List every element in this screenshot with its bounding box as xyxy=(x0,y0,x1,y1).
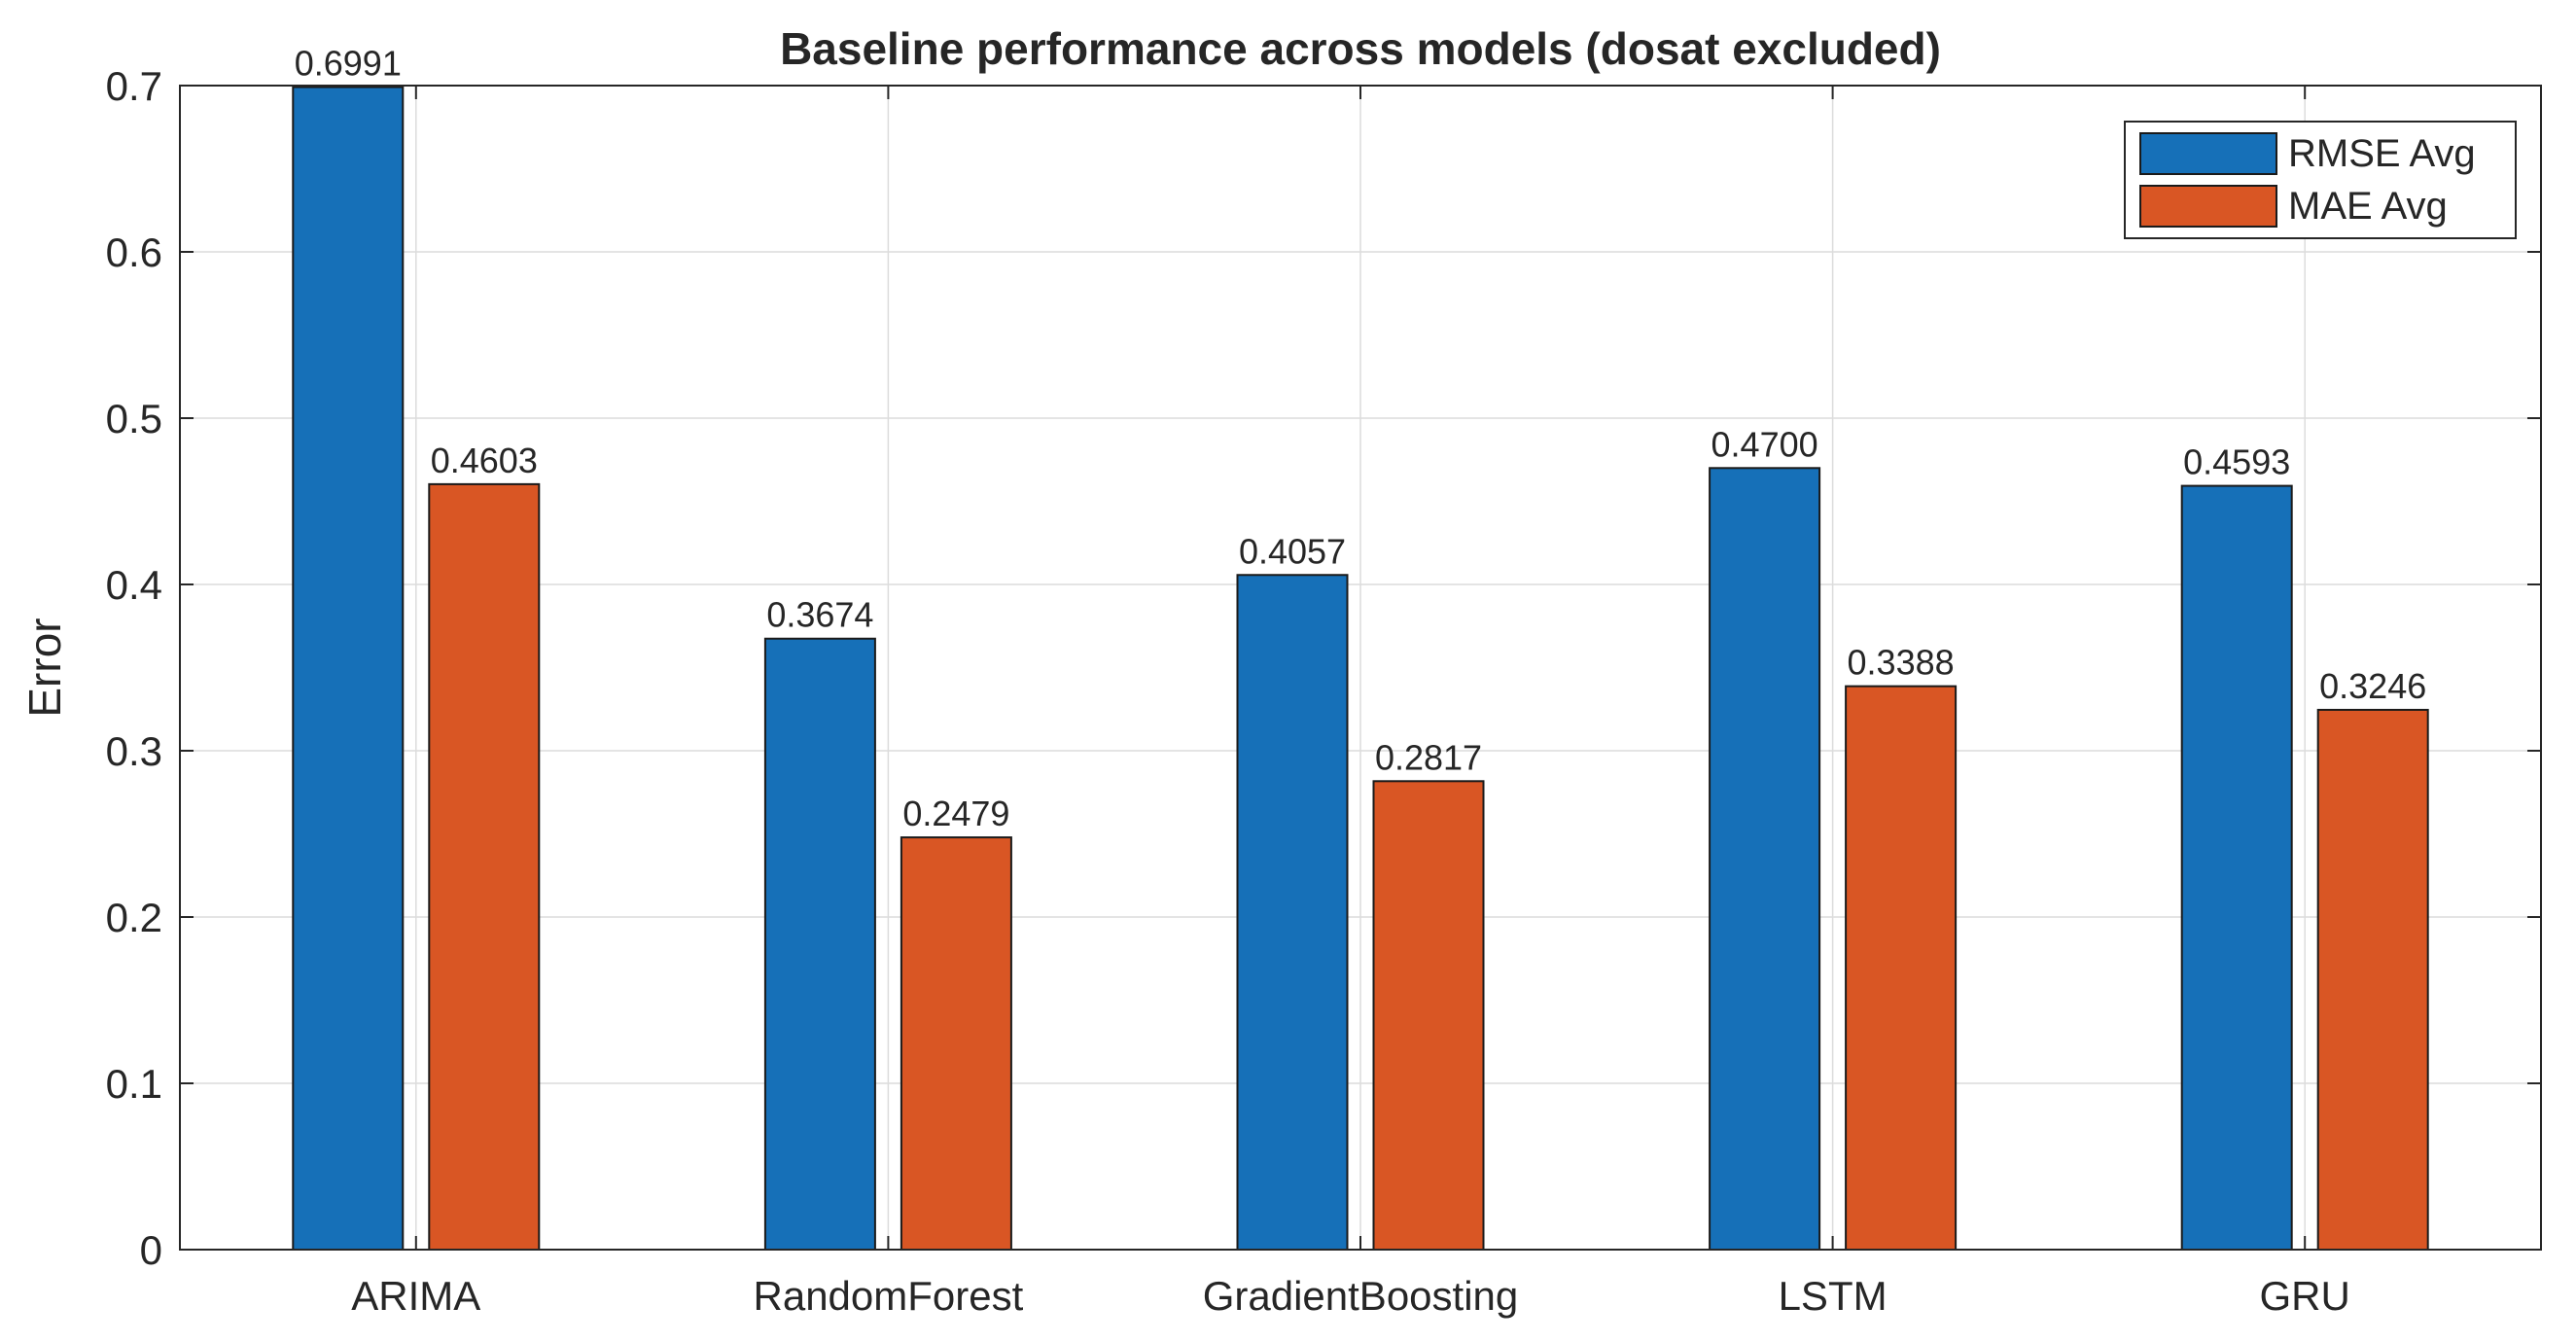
legend-swatch-mae xyxy=(2139,185,2277,228)
bars xyxy=(292,86,2429,1252)
data-label: 0.2479 xyxy=(902,794,1009,833)
y-tick-label: 0 xyxy=(140,1227,162,1273)
x-tick-label: GradientBoosting xyxy=(1203,1273,1519,1319)
x-tick-label: ARIMA xyxy=(351,1273,480,1319)
bar-mae xyxy=(1845,685,1958,1251)
y-axis-label: Error xyxy=(19,618,70,717)
axis-ticks: 0 0.1 0.2 0.3 0.4 0.5 0.6 0.7 ARIMA RandomForest G… xyxy=(106,63,2541,1319)
data-labels: 0.6991 0.3674 0.4057 0.4700 0.4593 0.4603 0.24… xyxy=(295,44,2427,834)
y-tick-label: 0.2 xyxy=(106,895,162,940)
bar-rmse xyxy=(1709,467,1821,1251)
y-tick-label: 0.3 xyxy=(106,728,162,774)
data-label: 0.4593 xyxy=(2183,442,2290,482)
bar-rmse xyxy=(292,86,405,1252)
legend[interactable]: RMSE Avg MAE Avg xyxy=(2124,121,2517,239)
bar-mae xyxy=(2316,708,2429,1251)
x-tick-label: GRU xyxy=(2260,1273,2350,1319)
y-tick-label: 0.7 xyxy=(106,63,162,109)
bar-mae xyxy=(428,482,541,1251)
y-tick-label: 0.6 xyxy=(106,230,162,275)
bar-mae xyxy=(1372,780,1485,1252)
legend-label-mae: MAE Avg xyxy=(2288,185,2448,228)
data-label: 0.4603 xyxy=(431,441,538,480)
legend-label-rmse: RMSE Avg xyxy=(2288,132,2476,175)
data-label: 0.4700 xyxy=(1711,424,1818,464)
data-label: 0.2817 xyxy=(1375,737,1482,777)
y-tick-label: 0.4 xyxy=(106,562,162,608)
y-tick-label: 0.5 xyxy=(106,396,162,441)
y-tick-label: 0.1 xyxy=(106,1061,162,1107)
data-label: 0.3674 xyxy=(766,595,873,635)
bar-mae xyxy=(900,836,1012,1251)
data-label: 0.4057 xyxy=(1239,531,1346,571)
bar-rmse xyxy=(763,637,876,1251)
legend-swatch-rmse xyxy=(2139,132,2277,175)
bar-rmse xyxy=(1236,574,1349,1251)
data-label: 0.3246 xyxy=(2319,666,2426,706)
grid-lines xyxy=(180,86,2541,1250)
data-label: 0.3388 xyxy=(1848,643,1955,683)
bar-rmse xyxy=(2180,484,2293,1251)
data-label: 0.6991 xyxy=(295,44,402,84)
chart-title: Baseline performance across models (dosa… xyxy=(780,23,1941,74)
x-tick-label: LSTM xyxy=(1779,1273,1888,1319)
x-tick-label: RandomForest xyxy=(754,1273,1024,1319)
